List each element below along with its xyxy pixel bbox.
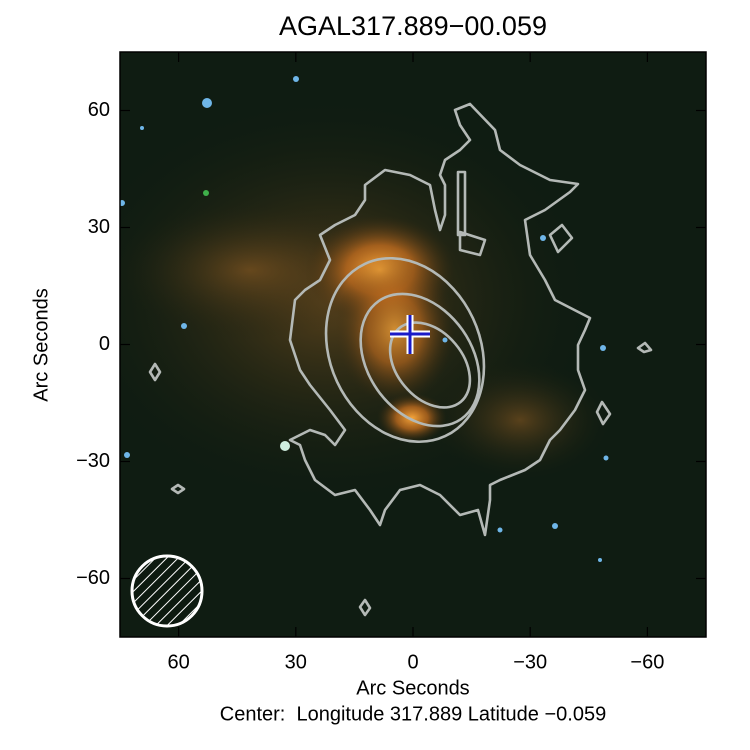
contour: [636, 341, 653, 354]
contour: [359, 292, 481, 428]
y-tick-label: 30: [88, 216, 110, 238]
x-tick-label: 60: [167, 651, 189, 673]
chart-title: AGAL317.889−00.059: [279, 11, 547, 41]
contour: [456, 170, 467, 237]
contour: [548, 223, 574, 254]
subtitle: Center: Longitude 317.889 Latitude −0.05…: [220, 703, 606, 725]
beam: [130, 554, 204, 628]
y-tick-label: 60: [88, 99, 110, 121]
peak-marker: [390, 315, 430, 354]
x-tick-label: 0: [407, 651, 418, 673]
y-tick-label: −30: [76, 450, 110, 472]
contour: [148, 362, 162, 382]
image-area: [120, 52, 706, 637]
contour: [358, 598, 372, 617]
contour: [288, 102, 592, 537]
x-tick-label: −60: [630, 651, 664, 673]
contour: [170, 483, 186, 495]
contour: [324, 256, 486, 444]
x-tick-label: −30: [513, 651, 547, 673]
contour: [595, 400, 612, 426]
contour: [388, 321, 472, 409]
y-axis-label: Arc Seconds: [30, 288, 52, 401]
x-axis-label: Arc Seconds: [356, 677, 469, 699]
x-tick-label: 30: [285, 651, 307, 673]
contour: [458, 230, 487, 257]
y-tick-label: −60: [76, 567, 110, 589]
y-tick-label: 0: [99, 333, 110, 355]
